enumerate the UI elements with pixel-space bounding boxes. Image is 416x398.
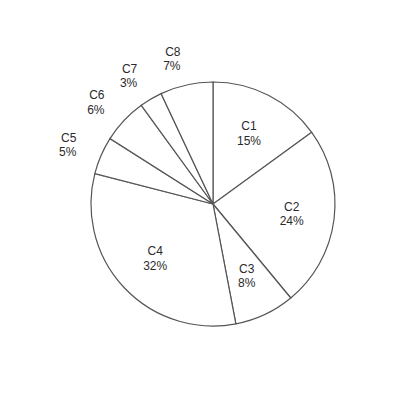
svg-text:C224%: C224%	[280, 200, 304, 228]
svg-text:C432%: C432%	[143, 244, 167, 272]
svg-text:C115%: C115%	[237, 119, 261, 147]
svg-text:C55%: C55%	[59, 131, 77, 159]
svg-text:C66%: C66%	[87, 88, 105, 116]
svg-text:C38%: C38%	[238, 262, 256, 290]
svg-text:C73%: C73%	[120, 62, 138, 90]
svg-text:C87%: C87%	[163, 45, 181, 73]
